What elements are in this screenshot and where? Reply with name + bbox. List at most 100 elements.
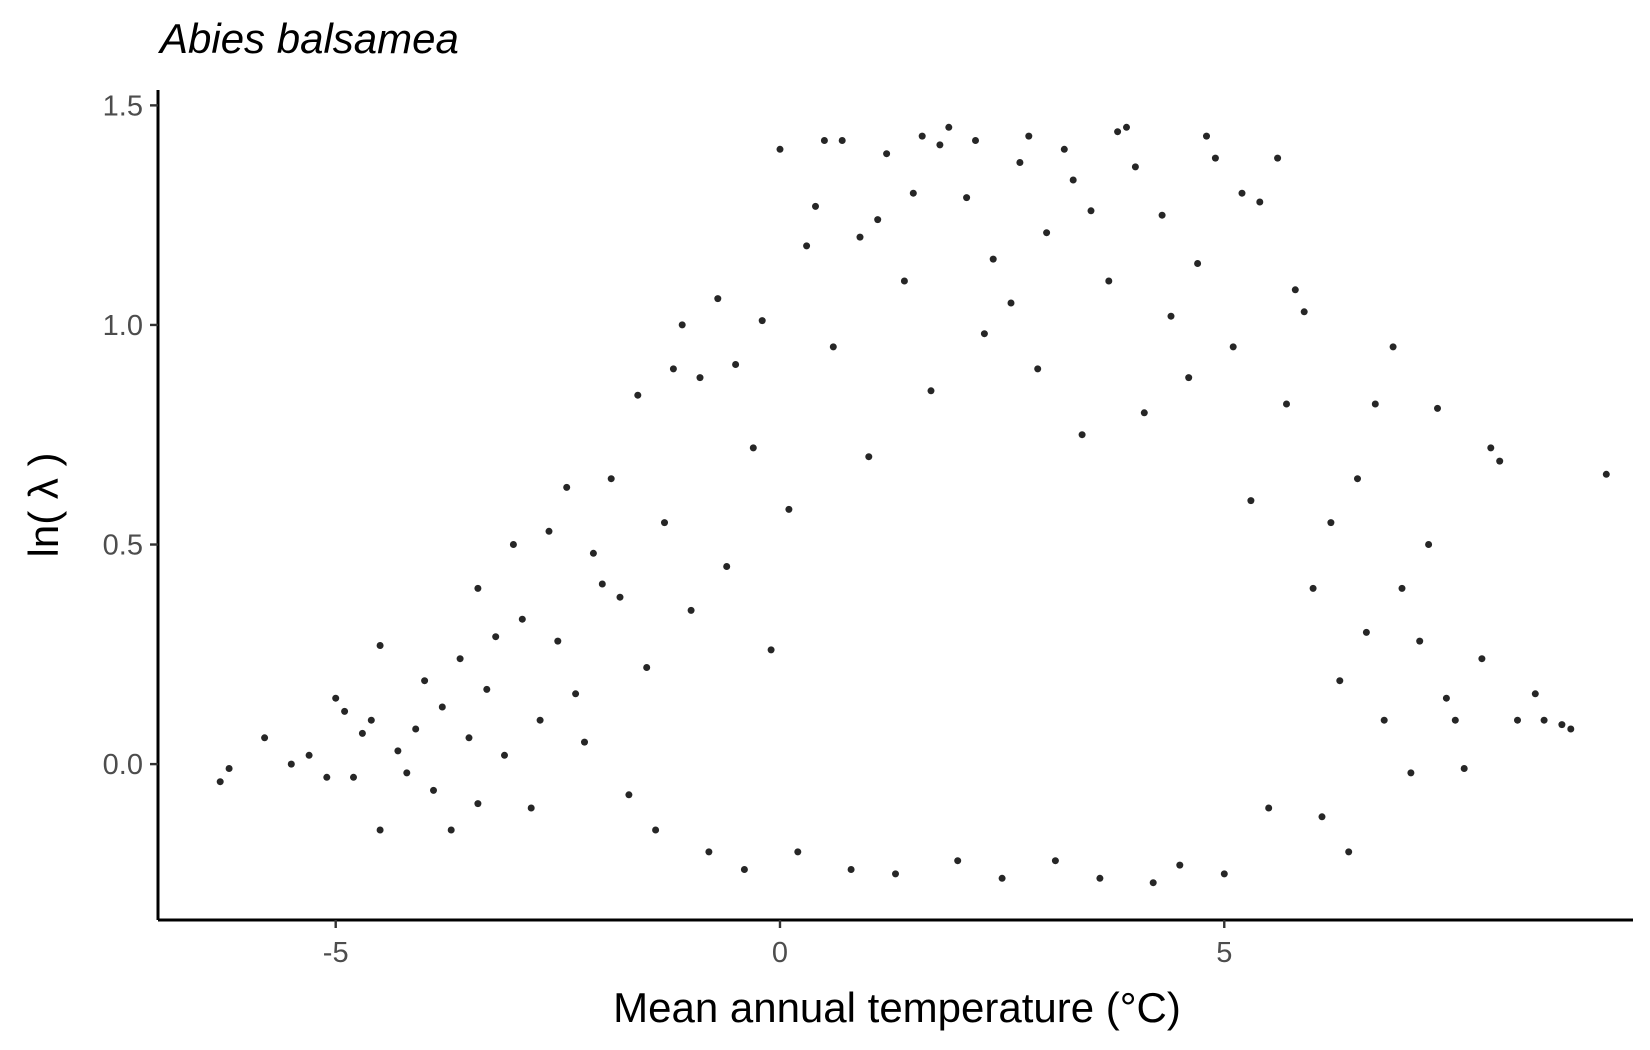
data-point [1025,132,1033,140]
data-point [465,734,473,742]
data-point [1194,260,1202,267]
data-point [509,541,517,548]
data-point [1416,637,1424,645]
data-point [1496,457,1504,465]
data-point [1309,584,1317,592]
data-point [652,826,660,834]
x-tick-label: -5 [323,937,349,969]
data-point [1078,431,1086,439]
data-point [865,453,873,461]
data-point [1176,861,1184,869]
data-point [1362,628,1370,636]
data-point [794,848,802,856]
data-point [1105,277,1113,285]
data-point [589,549,597,557]
data-point [1345,848,1353,856]
data-point [980,330,988,338]
data-point [883,150,891,158]
data-point [492,633,500,641]
data-point [1140,409,1148,417]
data-point [1256,198,1264,206]
data-point [998,874,1006,882]
data-point [732,361,740,368]
data-point [661,519,668,527]
data-point [714,295,722,303]
data-point [1229,343,1237,351]
data-point [1069,176,1077,184]
data-point [803,242,811,250]
data-point [1220,870,1228,878]
data-point [1531,690,1539,698]
data-point [1478,655,1486,663]
data-point [1336,677,1344,685]
data-point [430,786,437,794]
data-point [341,707,349,715]
data-point [554,637,562,645]
data-point [1016,159,1024,166]
data-point [1167,312,1175,320]
data-point [1407,769,1415,777]
x-tick-label: 0 [772,937,788,969]
data-point [1380,716,1388,724]
data-point [705,848,713,856]
data-point [1602,470,1610,478]
data-point [812,202,819,210]
data-point [856,233,864,241]
data-point [394,747,402,755]
data-point [1238,189,1246,197]
data-point [829,343,837,351]
data-point [1203,132,1210,140]
data-point [909,189,917,197]
y-tick-label: 1.0 [103,310,143,342]
data-point [776,145,784,153]
data-point [358,729,366,737]
data-point [1034,365,1042,373]
data-point [785,505,793,513]
data-point [989,255,997,263]
data-point [1158,211,1166,219]
data-point [678,321,686,329]
y-axis-title: ln( λ ) [20,453,67,558]
data-point [927,387,935,395]
data-point [838,137,846,144]
data-point [1131,163,1139,171]
data-point [376,642,384,649]
data-point [1514,716,1521,724]
data-point [749,444,757,452]
data-point [545,527,553,535]
chart-title: Abies balsamea [157,15,459,62]
data-points [216,123,1610,887]
data-point [625,791,633,799]
data-point [438,703,446,711]
data-point [412,725,420,733]
data-point [287,760,295,768]
data-point [1283,400,1290,408]
data-point [1398,584,1406,592]
data-point [527,804,535,812]
data-point [1114,128,1122,136]
data-point [1274,154,1282,162]
data-point [1371,400,1379,408]
data-point [687,606,695,614]
data-point [421,677,429,685]
data-point [643,664,651,671]
data-point [900,277,908,285]
data-point [1123,123,1130,131]
data-point [581,738,588,746]
data-point [350,773,357,781]
data-point [1265,804,1273,812]
data-point [572,690,580,698]
data-point [536,716,544,724]
data-point [918,132,926,140]
data-point [1451,716,1459,724]
data-point [1425,541,1433,548]
data-point [767,646,775,654]
data-point [1149,879,1157,887]
data-point [1318,813,1326,821]
y-tick-label: 1.5 [103,90,143,122]
data-point [1096,874,1104,882]
y-tick-label: 0.0 [103,749,143,781]
data-point [1434,404,1441,412]
data-point [518,615,526,623]
